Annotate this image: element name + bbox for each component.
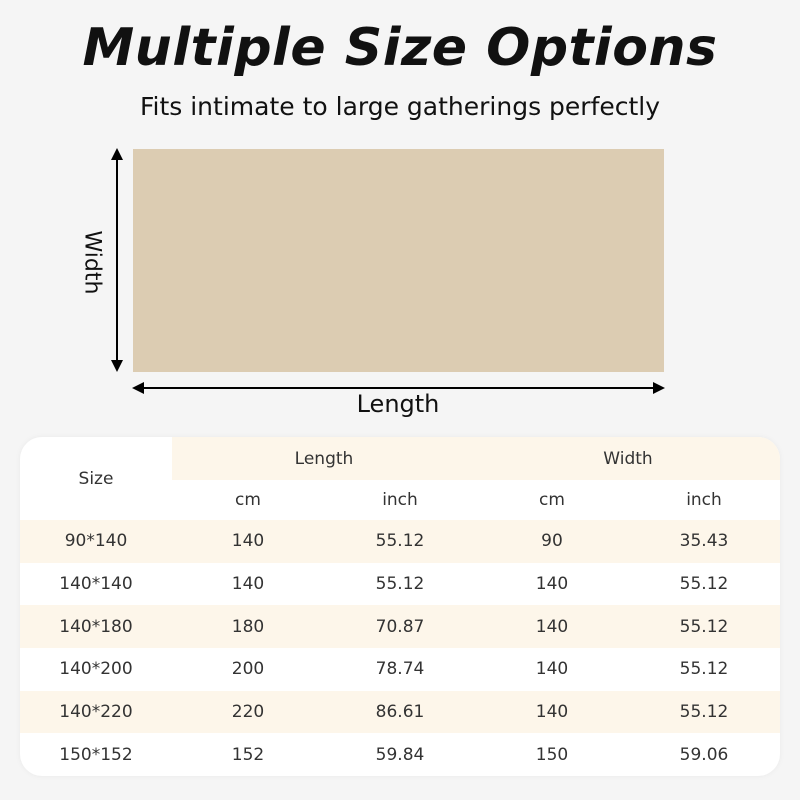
cell-length-cm: 152 bbox=[231, 744, 265, 765]
cell-length-inch: 86.61 bbox=[375, 702, 425, 723]
unit-header: inch bbox=[686, 490, 722, 510]
length-label: Length bbox=[356, 390, 440, 418]
arrow-up-icon bbox=[111, 148, 123, 160]
cell-size: 150*152 bbox=[59, 744, 133, 765]
size-header: Size bbox=[78, 468, 114, 489]
cell-width-inch: 55.12 bbox=[679, 702, 729, 723]
cell-length-cm: 140 bbox=[231, 531, 265, 552]
table-row: 90*140 140 55.12 90 35.43 bbox=[20, 520, 780, 563]
cell-width-cm: 140 bbox=[535, 659, 569, 680]
width-label: Width bbox=[79, 230, 105, 295]
cell-width-cm: 90 bbox=[541, 531, 563, 552]
cell-length-inch: 70.87 bbox=[375, 616, 425, 637]
unit-header: cm bbox=[539, 490, 565, 510]
cell-length-inch: 59.84 bbox=[375, 744, 425, 765]
cell-width-inch: 59.06 bbox=[679, 744, 729, 765]
page-subtitle: Fits intimate to large gatherings perfec… bbox=[139, 92, 661, 121]
cell-length-inch: 55.12 bbox=[375, 531, 425, 552]
arrow-left-icon bbox=[132, 382, 144, 394]
cell-size: 140*220 bbox=[59, 702, 133, 723]
arrow-down-icon bbox=[111, 360, 123, 372]
cell-length-inch: 55.12 bbox=[375, 573, 425, 594]
cell-length-inch: 78.74 bbox=[375, 659, 425, 680]
cell-width-inch: 55.12 bbox=[679, 573, 729, 594]
table-row: 140*220 220 86.61 140 55.12 bbox=[20, 690, 780, 734]
unit-header: cm bbox=[235, 490, 261, 510]
table-row: 140*200 200 78.74 140 55.12 bbox=[20, 648, 780, 691]
cell-width-cm: 140 bbox=[535, 573, 569, 594]
table-row: 140*180 180 70.87 140 55.12 bbox=[20, 605, 780, 648]
cell-width-cm: 140 bbox=[535, 616, 569, 637]
rug-diagram bbox=[133, 149, 664, 372]
cell-length-cm: 220 bbox=[231, 702, 265, 723]
length-header: Length bbox=[172, 437, 476, 480]
length-arrow bbox=[136, 387, 661, 389]
cell-length-cm: 180 bbox=[231, 616, 265, 637]
cell-length-cm: 200 bbox=[231, 659, 265, 680]
width-arrow bbox=[116, 152, 118, 370]
page-title: Multiple Size Options bbox=[82, 18, 718, 78]
cell-width-inch: 35.43 bbox=[679, 531, 729, 552]
cell-size: 140*180 bbox=[59, 616, 133, 637]
cell-size: 140*200 bbox=[59, 659, 133, 680]
cell-size: 90*140 bbox=[64, 531, 128, 552]
cell-width-cm: 140 bbox=[535, 702, 569, 723]
cell-size: 140*140 bbox=[59, 573, 133, 594]
size-table: Size Length Width cm inch cm inch 90*140… bbox=[20, 437, 780, 776]
table-row: 140*140 140 55.12 140 55.12 bbox=[20, 563, 780, 606]
cell-length-cm: 140 bbox=[231, 573, 265, 594]
table-row: 150*152 152 59.84 150 59.06 bbox=[20, 734, 780, 777]
unit-header: inch bbox=[382, 490, 418, 510]
cell-width-inch: 55.12 bbox=[679, 659, 729, 680]
arrow-right-icon bbox=[653, 382, 665, 394]
width-header: Width bbox=[476, 437, 780, 480]
cell-width-inch: 55.12 bbox=[679, 616, 729, 637]
cell-width-cm: 150 bbox=[535, 744, 569, 765]
